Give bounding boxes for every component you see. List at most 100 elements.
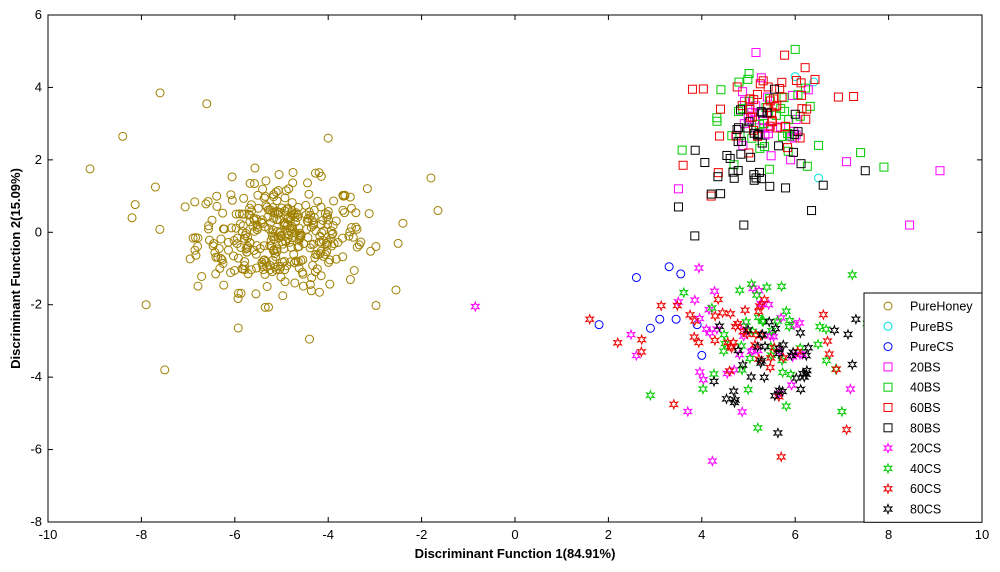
data-point	[262, 281, 272, 291]
y-tick-label: 0	[35, 224, 42, 239]
data-point	[742, 323, 754, 336]
data-point	[636, 345, 647, 358]
y-tick-label: -6	[30, 442, 42, 457]
data-point	[821, 354, 832, 367]
data-point	[715, 104, 725, 114]
data-point	[755, 357, 766, 370]
data-point	[227, 195, 237, 205]
x-tick-label: -2	[416, 527, 428, 542]
data-point	[814, 173, 824, 183]
data-point	[229, 236, 239, 246]
data-point	[246, 265, 256, 275]
data-point	[754, 119, 764, 129]
x-axis-title: Discriminant Function 1(84.91%)	[415, 546, 616, 561]
data-point	[398, 218, 408, 228]
data-point	[231, 209, 241, 219]
data-point	[743, 383, 754, 396]
data-point	[262, 202, 272, 212]
data-point	[347, 203, 357, 213]
data-point	[226, 190, 236, 200]
data-point	[734, 284, 745, 297]
series-40cs	[645, 268, 873, 434]
legend-item: 80CS	[882, 503, 941, 517]
data-point	[188, 233, 198, 243]
data-point	[656, 299, 667, 312]
data-point	[259, 255, 269, 265]
data-point	[345, 275, 355, 285]
x-tick-label: 2	[605, 527, 612, 542]
data-point	[689, 314, 700, 327]
data-point	[697, 383, 709, 395]
data-point	[305, 279, 315, 289]
data-point	[788, 90, 798, 100]
data-point	[193, 281, 203, 291]
data-point	[781, 183, 791, 193]
data-point	[118, 131, 128, 141]
data-point	[829, 324, 840, 337]
data-point	[391, 285, 401, 295]
data-point	[364, 209, 374, 219]
data-point	[799, 371, 810, 383]
data-point	[812, 338, 824, 351]
data-point	[236, 242, 246, 252]
data-point	[297, 267, 307, 277]
legend-label: 20CS	[910, 442, 941, 456]
data-point	[753, 130, 763, 140]
data-point	[784, 131, 794, 141]
data-point	[776, 450, 787, 463]
data-point	[751, 47, 761, 57]
data-point	[280, 193, 290, 203]
data-point	[732, 82, 742, 92]
data-point	[802, 161, 812, 171]
data-point	[235, 219, 245, 229]
data-point	[284, 184, 294, 194]
data-point	[253, 222, 263, 232]
data-point	[753, 353, 765, 366]
data-point	[842, 328, 854, 341]
data-point	[325, 255, 335, 265]
data-point	[672, 299, 683, 312]
legend-marker	[883, 362, 893, 372]
data-point	[329, 196, 339, 206]
data-point	[243, 233, 253, 243]
legend-marker	[883, 321, 893, 331]
data-point	[250, 163, 260, 173]
data-point	[777, 131, 787, 141]
data-point	[718, 328, 730, 341]
data-point	[321, 238, 331, 248]
data-point	[678, 160, 688, 170]
legend-item: PureCS	[883, 340, 954, 354]
data-point	[664, 262, 674, 272]
data-point	[736, 339, 747, 352]
data-point	[689, 294, 700, 307]
data-point	[202, 99, 212, 109]
data-point	[286, 212, 296, 222]
data-point	[333, 238, 343, 248]
data-point	[725, 307, 736, 320]
data-point	[779, 93, 789, 103]
data-point	[645, 389, 656, 402]
data-point	[655, 314, 665, 324]
data-point	[730, 320, 741, 333]
data-point	[687, 84, 697, 94]
data-point	[796, 159, 806, 169]
data-point	[309, 220, 319, 230]
data-point	[860, 166, 870, 176]
data-point	[722, 150, 732, 160]
data-point	[690, 145, 700, 155]
data-point	[759, 340, 771, 353]
data-point	[249, 179, 259, 189]
data-point	[718, 345, 729, 358]
data-point	[346, 222, 356, 232]
data-point	[783, 128, 793, 138]
data-point	[677, 145, 687, 155]
data-point	[338, 252, 348, 262]
data-point	[766, 151, 776, 161]
data-point	[744, 352, 756, 365]
data-point	[673, 184, 683, 194]
y-tick-label: -8	[30, 514, 42, 529]
data-point	[774, 384, 785, 397]
data-point	[316, 271, 326, 281]
data-point	[315, 249, 325, 259]
